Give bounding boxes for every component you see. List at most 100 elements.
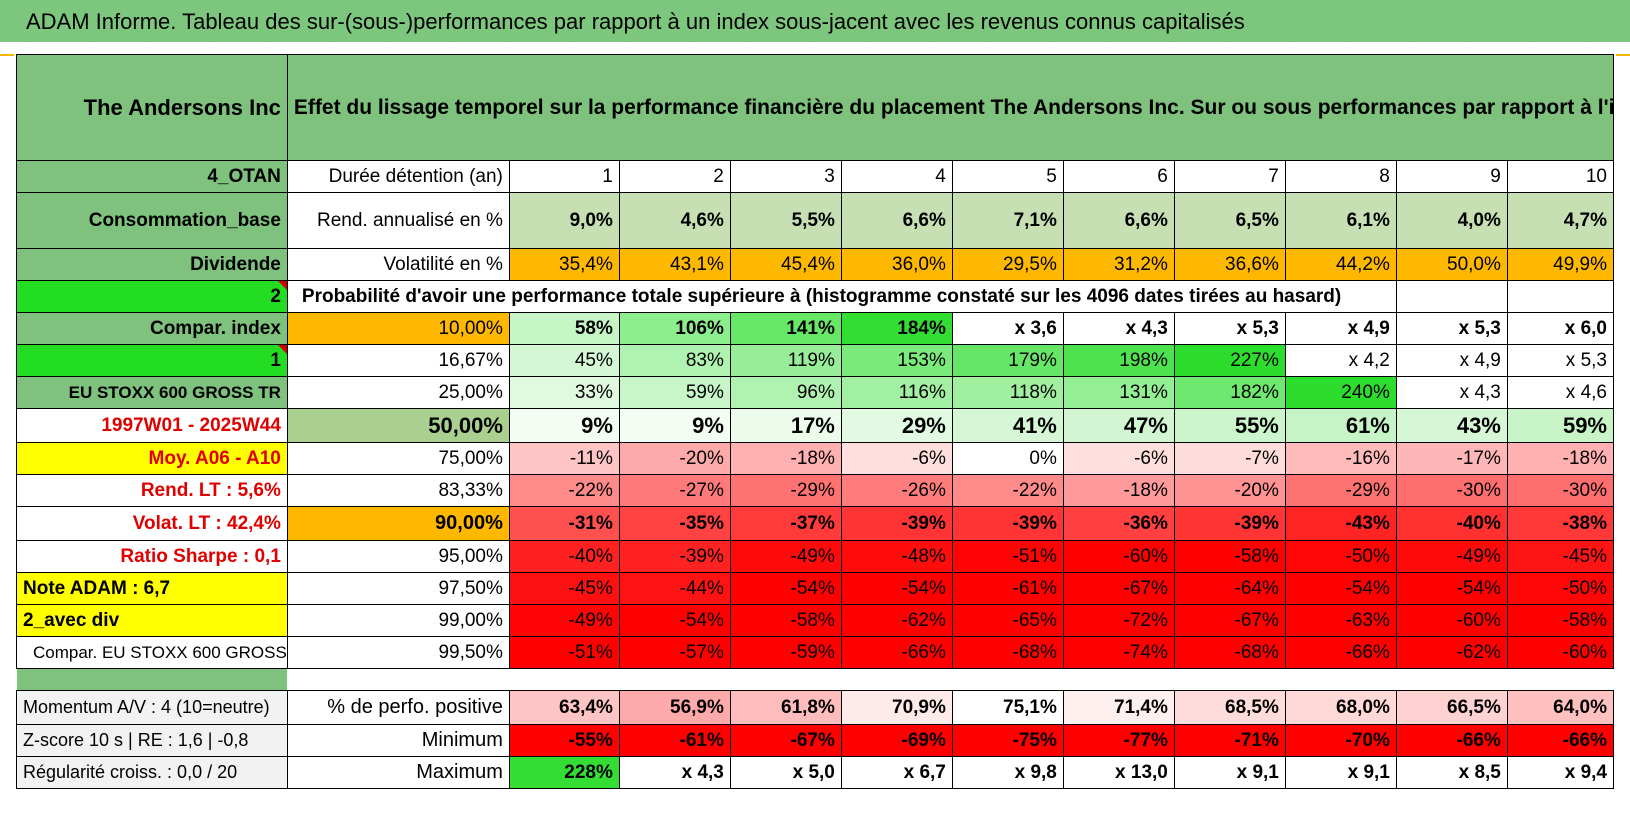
compar-full-label: Compar. EU STOXX 600 GROSS TR [16,636,288,669]
value-cell: -38% [1506,506,1615,541]
value-cell: 116% [840,376,953,409]
value-cell: -40% [508,540,620,573]
value-cell: -51% [508,636,620,669]
year-3: 3 [729,160,842,193]
table-row: Volat. LT : 42,4% 90,00% -31% -35% -37% … [16,506,1615,541]
value-cell: 59% [1506,408,1615,443]
compar-index-label: Compar. index [16,312,288,345]
positive-value: 68,0% [1284,690,1397,725]
index-name: EU STOXX 600 GROSS TR [16,376,288,409]
table-row: Ratio Sharpe : 0,1 95,00% -40% -39% -49%… [16,540,1615,573]
value-cell: -31% [508,506,620,541]
value-cell: -45% [1506,540,1615,573]
pct-cell: 97,50% [286,572,510,605]
rend-5: 7,1% [951,192,1064,249]
rend-2: 4,6% [618,192,731,249]
value-cell: -39% [840,506,953,541]
performance-table: The Andersons Inc Effet du lissage tempo… [16,54,1615,789]
value-cell: x 6,0 [1506,312,1615,345]
maximum-value: x 13,0 [1062,756,1175,789]
value-cell: 59% [618,376,731,409]
vol-10: 49,9% [1506,248,1615,281]
positive-value: 56,9% [618,690,731,725]
vol-label: Volatilité en % [286,248,510,281]
year-5: 5 [951,160,1064,193]
year-8: 8 [1284,160,1397,193]
value-cell: -54% [1284,572,1397,605]
value-cell: -48% [840,540,953,573]
maximum-value: 228% [508,756,620,789]
value-cell: -59% [729,636,842,669]
value-cell: -60% [1395,604,1508,637]
value-cell: -62% [840,604,953,637]
avec-div-label: 2_avec div [16,604,288,637]
value-cell: -30% [1506,474,1615,507]
value-cell: 83% [618,344,731,377]
positive-value: 71,4% [1062,690,1175,725]
table-description: Effet du lissage temporel sur la perform… [286,54,1615,161]
maximum-value: x 5,0 [729,756,842,789]
value-cell: x 4,9 [1284,312,1397,345]
year-4: 4 [840,160,953,193]
maximum-value: x 8,5 [1395,756,1508,789]
sector-label: Consommation_base [16,192,288,249]
positive-value: 66,5% [1395,690,1508,725]
minimum-value: -75% [951,724,1064,757]
pct-cell: 99,50% [286,636,510,669]
vol-2: 43,1% [618,248,731,281]
value-cell: 47% [1062,408,1175,443]
proba-label: Probabilité d'avoir une performance tota… [286,280,1397,313]
minimum-value: -77% [1062,724,1175,757]
report-title: ADAM Informe. Tableau des sur-(sous-)per… [0,0,1630,42]
value-cell: 119% [729,344,842,377]
value-cell: -54% [618,604,731,637]
positive-value: 68,5% [1173,690,1286,725]
value-cell: x 4,9 [1395,344,1508,377]
value-cell: -54% [840,572,953,605]
vol-5: 29,5% [951,248,1064,281]
value-cell: -7% [1173,442,1286,475]
value-cell: -72% [1062,604,1175,637]
value-cell: 43% [1395,408,1508,443]
value-cell: -11% [508,442,620,475]
table-row: Note ADAM : 6,7 97,50% -45% -44% -54% -5… [16,572,1615,605]
otan-label: 4_OTAN [16,160,288,193]
vol-6: 31,2% [1062,248,1175,281]
minimum-value: -67% [729,724,842,757]
year-9: 9 [1395,160,1508,193]
vol-8: 44,2% [1284,248,1397,281]
positive-value: 64,0% [1506,690,1615,725]
pct-cell: 83,33% [286,474,510,507]
value-cell: -66% [840,636,953,669]
header-row: The Andersons Inc Effet du lissage tempo… [16,54,1615,161]
minimum-value: -69% [840,724,953,757]
value-cell: -54% [1395,572,1508,605]
value-cell: -20% [1173,474,1286,507]
proba-row: 2 Probabilité d'avoir une performance to… [16,280,1615,313]
dividend-label: Dividende [16,248,288,281]
value-cell: 0% [951,442,1064,475]
proba-blank-9 [1395,280,1508,313]
value-cell: -6% [1062,442,1175,475]
year-1: 1 [508,160,620,193]
volat-lt-label: Volat. LT : 42,4% [16,506,288,541]
value-cell: -29% [1284,474,1397,507]
period-label: 1997W01 - 2025W44 [16,408,288,443]
value-cell: -44% [618,572,731,605]
value-cell: -66% [1284,636,1397,669]
table-row: EU STOXX 600 GROSS TR 25,00% 33% 59% 96%… [16,376,1615,409]
value-cell: x 4,3 [1395,376,1508,409]
year-7: 7 [1173,160,1286,193]
value-cell: x 5,3 [1173,312,1286,345]
value-cell: -18% [729,442,842,475]
value-cell: x 5,3 [1506,344,1615,377]
value-cell: -65% [951,604,1064,637]
proba-blank-10 [1506,280,1615,313]
pct-cell: 75,00% [286,442,510,475]
value-cell: -18% [1062,474,1175,507]
minimum-row: Z-score 10 s | RE : 1,6 | -0,8 Minimum -… [16,724,1615,757]
value-cell: -16% [1284,442,1397,475]
maximum-value: x 9,1 [1284,756,1397,789]
value-cell: -58% [1173,540,1286,573]
value-cell: x 4,3 [1062,312,1175,345]
